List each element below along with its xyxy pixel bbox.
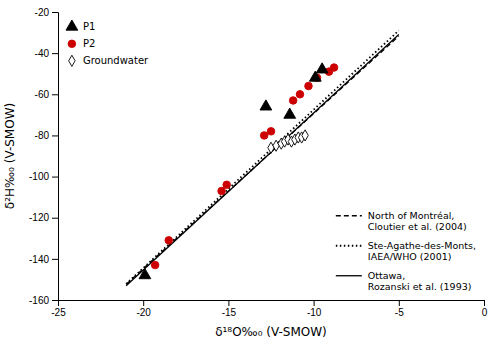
chart: -25 -20 -15 -10 -5 0 -160 -140 -120 -100 -80 -60 -40…	[0, 0, 500, 344]
tick-mark	[52, 135, 58, 136]
point	[296, 91, 304, 99]
axis-line	[59, 301, 485, 307]
legend-item: P1	[66, 20, 95, 32]
legend-item: Groundwater	[69, 55, 149, 66]
point	[289, 97, 297, 105]
point	[139, 269, 151, 279]
legend: P1 P2 Groundwater	[66, 20, 149, 66]
tick-mark	[52, 53, 58, 54]
point	[218, 187, 226, 195]
legend-swatch	[69, 55, 75, 66]
tick-label: -100	[29, 171, 49, 182]
legend-label: Ste-Agathe-des-Monts,IAEA/WHO (2001)	[368, 240, 476, 262]
point	[223, 181, 231, 189]
legend: North of Montréal,Cloutier et al. (2004)…	[336, 210, 476, 292]
point	[284, 108, 296, 118]
tick: -100	[29, 171, 58, 182]
plot: -25 -20 -15 -10 -5 0 -160 -140 -120 -100 -80 -60 -40…	[29, 7, 488, 318]
tick: -25	[51, 300, 66, 318]
point	[260, 100, 272, 110]
tick-label: -10	[307, 307, 322, 318]
tick-mark	[143, 300, 144, 306]
tick-label: -20	[35, 7, 50, 18]
legend-swatch	[68, 40, 76, 48]
legend-label: P2	[83, 38, 95, 49]
tick-label: -5	[395, 307, 404, 318]
legend-label: North of Montréal,Cloutier et al. (2004)	[368, 210, 467, 232]
tick: -10	[307, 300, 322, 318]
legend-item: P2	[68, 38, 95, 49]
tick-mark	[52, 218, 58, 219]
tick: -20	[35, 7, 58, 18]
point	[302, 130, 308, 141]
point	[316, 63, 328, 73]
legend-item: Ste-Agathe-des-Monts,IAEA/WHO (2001)	[336, 240, 476, 262]
legend-swatch	[336, 245, 362, 247]
tick-label: -40	[35, 48, 50, 59]
point	[268, 142, 274, 153]
y-axis: -160 -140 -120 -100 -80 -60 -40 -20	[29, 7, 59, 306]
tick: -120	[29, 212, 58, 223]
tick: -160	[29, 295, 58, 306]
point	[330, 64, 338, 72]
tick-label: -120	[29, 212, 49, 223]
tick-mark	[314, 300, 315, 306]
tick-label: -140	[29, 254, 49, 265]
legend-swatch	[336, 215, 362, 216]
tick-mark	[52, 300, 58, 301]
point	[305, 82, 313, 90]
tick-label: -80	[35, 130, 50, 141]
line	[126, 31, 399, 284]
tick-label: -15	[222, 307, 237, 318]
tick-label: -25	[51, 307, 66, 318]
legend-item: North of Montréal,Cloutier et al. (2004)	[336, 210, 467, 232]
tick: 0	[482, 300, 488, 318]
axis-line	[52, 13, 59, 301]
tick-mark	[52, 12, 58, 13]
tick-mark	[52, 177, 58, 178]
tick-mark	[52, 259, 58, 260]
tick-mark	[484, 300, 485, 306]
legend-swatch	[66, 20, 78, 30]
point	[151, 261, 159, 269]
tick: -140	[29, 254, 58, 265]
tick: -40	[35, 48, 58, 59]
tick-mark	[52, 94, 58, 95]
tick: -20	[136, 300, 151, 318]
line	[126, 35, 399, 286]
x-axis: -25 -20 -15 -10 -5 0	[51, 300, 487, 318]
x-axis-title: δ¹⁸O‰₀ (V-SMOW)	[215, 325, 327, 339]
marks	[126, 31, 399, 286]
y-axis-title: δ²H‰₀ (V-SMOW)	[3, 103, 17, 209]
tick-label: 0	[482, 307, 488, 318]
legend-label: P1	[83, 21, 95, 32]
tick: -60	[35, 89, 58, 100]
tick: -5	[395, 300, 404, 318]
tick: -15	[222, 300, 237, 318]
point	[273, 140, 279, 151]
tick-label: -60	[35, 89, 50, 100]
legend-swatch	[336, 275, 362, 276]
point	[165, 237, 173, 245]
tick-label: -20	[136, 307, 151, 318]
tick-label: -160	[29, 295, 49, 306]
legend-label: Ottawa,Rozanski et al. (1993)	[368, 270, 472, 292]
legend-item: Ottawa,Rozanski et al. (1993)	[336, 270, 472, 292]
point	[260, 132, 268, 140]
legend-label: Groundwater	[83, 55, 149, 66]
tick-mark	[399, 300, 400, 306]
point	[267, 128, 275, 136]
tick-mark	[228, 300, 229, 306]
tick: -80	[35, 130, 58, 141]
